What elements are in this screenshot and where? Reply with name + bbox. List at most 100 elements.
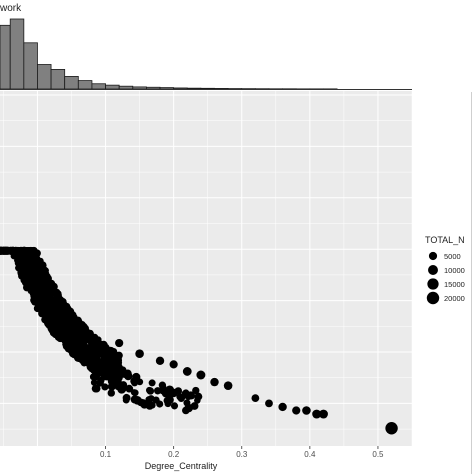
data-point [91, 342, 100, 350]
histogram-bar [9, 18, 25, 90]
legend-label: 20000 [444, 294, 465, 303]
data-point [318, 409, 328, 419]
data-point [278, 402, 287, 412]
data-point [135, 349, 144, 359]
x-tick-label: 0.4 [304, 450, 316, 459]
data-point [183, 399, 191, 407]
data-point [125, 384, 134, 393]
data-point [118, 385, 127, 393]
x-axis-ticks: 0.1 0.2 0.3 0.4 0.5 [100, 446, 384, 459]
data-point [46, 317, 54, 324]
data-point [155, 356, 165, 366]
data-point [210, 377, 219, 387]
data-point [45, 293, 52, 300]
data-point [70, 329, 78, 337]
data-point [51, 322, 60, 331]
data-point [75, 345, 82, 351]
data-point [101, 343, 108, 350]
legend-label: 10000 [444, 266, 465, 275]
data-point [159, 383, 167, 391]
data-point [64, 310, 73, 319]
data-point [156, 400, 164, 408]
data-point [24, 273, 31, 280]
data-point [34, 302, 42, 309]
legend-title: TOTAL_N [425, 235, 465, 245]
data-point [15, 264, 22, 272]
data-point [91, 371, 101, 381]
data-point [99, 362, 107, 370]
data-point [196, 370, 206, 380]
data-point [87, 349, 95, 358]
data-point [55, 290, 62, 297]
data-point [42, 308, 50, 316]
data-point [34, 269, 42, 276]
data-point [292, 406, 301, 415]
data-point [36, 282, 44, 290]
data-point [53, 305, 60, 312]
data-point [186, 391, 195, 400]
data-point [107, 361, 116, 370]
data-point [24, 261, 32, 270]
legend: TOTAL_N 5000 10000 15000 20000 [425, 235, 465, 305]
data-point [58, 327, 66, 334]
data-point [223, 381, 233, 390]
data-point [17, 254, 25, 262]
scatter-points [0, 246, 398, 435]
data-point [91, 357, 101, 366]
data-point [192, 386, 200, 395]
data-point [106, 349, 114, 358]
data-point [49, 298, 58, 307]
data-point [70, 316, 79, 325]
data-point [136, 398, 145, 407]
data-point [115, 351, 123, 360]
data-point [118, 366, 127, 374]
legend-entries: 5000 10000 15000 20000 [426, 251, 465, 305]
data-point [385, 422, 398, 435]
data-point [70, 343, 77, 350]
data-point [79, 341, 87, 349]
data-point [91, 384, 100, 393]
data-point [80, 324, 86, 331]
data-point [131, 389, 139, 397]
histogram-bar [118, 85, 134, 90]
data-point [23, 283, 31, 292]
data-point [148, 401, 156, 409]
histogram-bar [105, 84, 120, 90]
legend-key [426, 291, 440, 305]
data-point [115, 338, 124, 348]
histogram-bar [173, 87, 188, 90]
histogram-bar [159, 87, 175, 90]
data-point [182, 367, 192, 376]
data-point [56, 296, 65, 304]
data-point [124, 371, 133, 381]
data-point [251, 394, 260, 402]
data-point [57, 305, 66, 313]
data-point [30, 247, 37, 254]
data-point [42, 282, 50, 291]
histogram-bar [0, 24, 11, 90]
marginal-histogram [0, 18, 338, 90]
plot-panel [0, 91, 412, 446]
data-point [302, 406, 311, 415]
data-point [87, 338, 94, 345]
histogram-bar [64, 76, 79, 90]
histogram-bar [50, 69, 66, 90]
data-point [148, 379, 156, 387]
histogram-bar [132, 86, 147, 90]
data-point [104, 373, 111, 380]
x-axis-title: Degree_Centrality [145, 461, 218, 471]
x-tick-label: 0.1 [100, 450, 112, 459]
legend-label: 15000 [444, 280, 465, 289]
histogram-bar [146, 86, 161, 90]
histogram-bar [186, 87, 202, 90]
histogram-bar [37, 64, 52, 90]
data-point [169, 388, 178, 398]
data-point [122, 393, 131, 402]
data-point [107, 389, 116, 397]
data-point [19, 247, 28, 255]
histogram-bar [91, 83, 106, 90]
data-point [265, 399, 273, 408]
legend-key [428, 265, 438, 275]
data-point [53, 317, 59, 324]
data-point [170, 402, 179, 410]
